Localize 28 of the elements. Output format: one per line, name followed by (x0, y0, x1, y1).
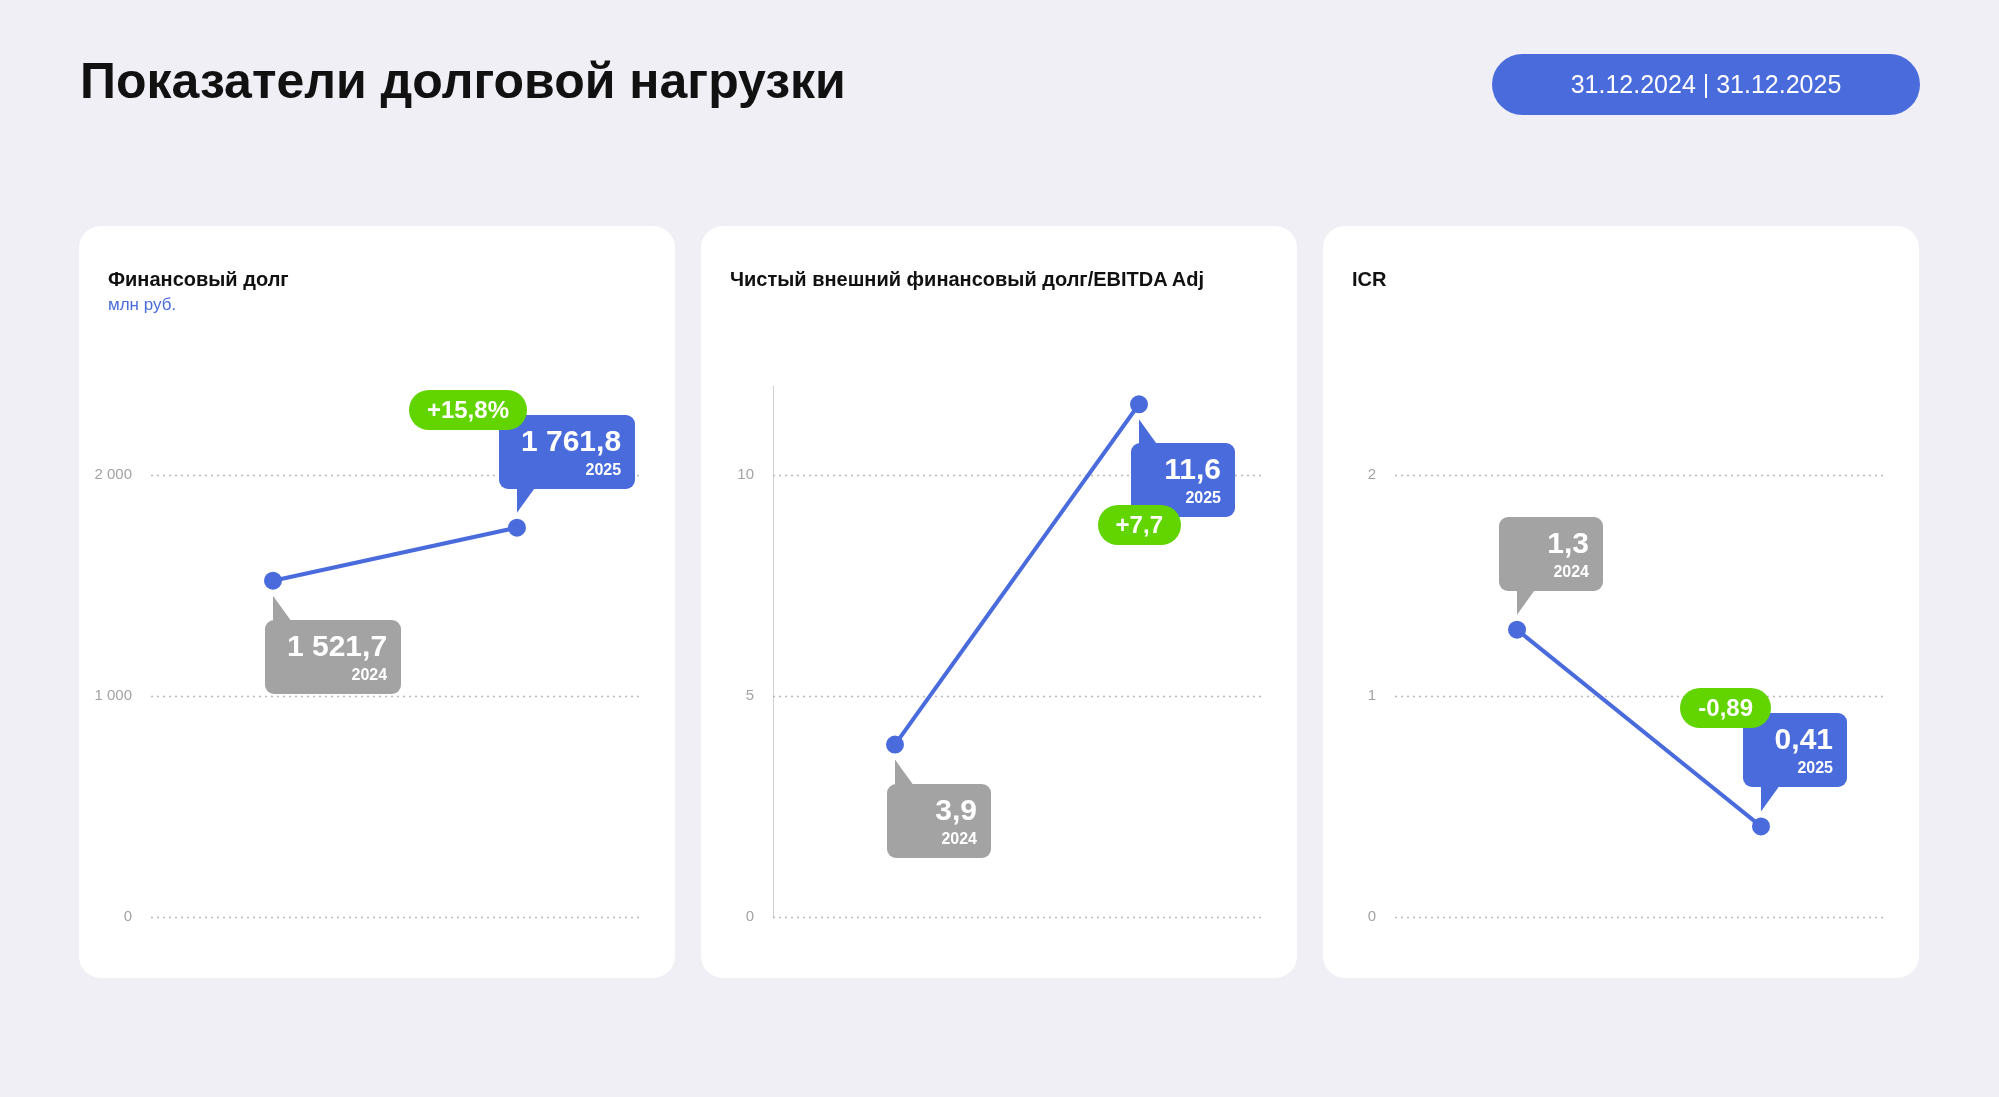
text: 31.12.2024 | 31.12.2025 (1492, 54, 1920, 115)
x-tick-label: 2025 (584, 460, 622, 479)
y-tick-label: 2 000 (94, 465, 132, 483)
chart-title: Чистый внешний финансовый долг/EBITDA Adj (730, 267, 1204, 291)
y-tick-label: 0 (123, 907, 132, 925)
data-label: 0,41 (1773, 722, 1833, 757)
chart-title: Финансовый долг (108, 267, 289, 291)
y-tick-label: 10 (737, 465, 754, 483)
y-tick-label: 2 (1367, 465, 1376, 483)
x-tick-label: 2024 (940, 829, 977, 848)
text: +15,8% (426, 395, 509, 423)
x-tick-label: 2025 (1184, 489, 1221, 508)
x-tick-label: 2025 (1796, 759, 1833, 778)
chart-title: ICR (1352, 267, 1387, 291)
y-tick-label: 1 (1367, 686, 1376, 704)
y-tick-label: 5 (745, 686, 754, 704)
data-label: 3,9 (934, 792, 977, 827)
data-label: 11,6 (1163, 452, 1221, 487)
y-tick-label: 0 (745, 907, 754, 925)
data-label: 1,3 (1546, 525, 1589, 560)
data-label: 1 761,8 (520, 423, 622, 458)
y-tick-label: 1 000 (94, 686, 132, 704)
y-tick-label: 0 (1367, 907, 1376, 925)
x-tick-label: 2024 (1552, 562, 1589, 581)
text: Показатели долговой нагрузки (80, 52, 846, 111)
chart-subtitle: млн руб. (108, 294, 177, 316)
data-label: 1 521,7 (286, 628, 388, 663)
x-tick-label: 2024 (350, 665, 388, 684)
